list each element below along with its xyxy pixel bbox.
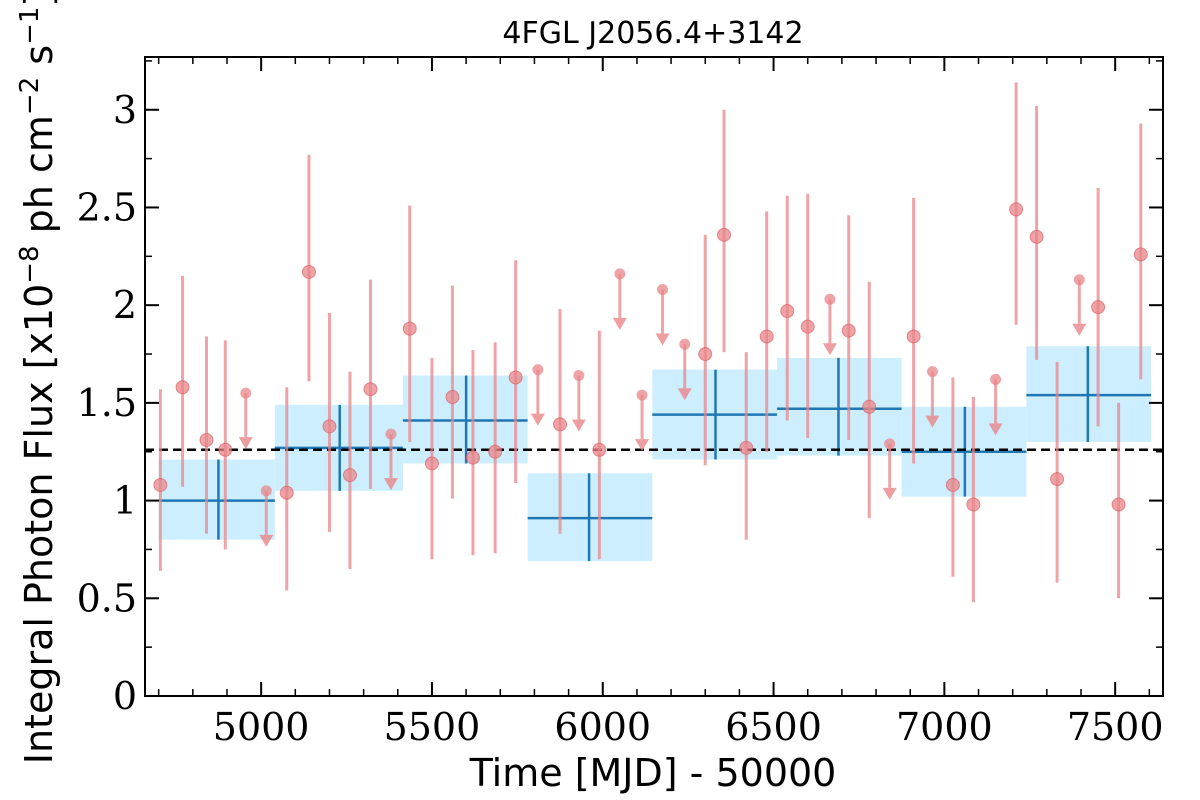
y-tick-label-5: 2.5 [77,185,137,229]
short-bin-point-30 [1050,472,1065,487]
x-tick-label-5: 7500 [1067,705,1164,749]
short-bin-point-24 [862,399,877,414]
short-bin-point-11 [445,390,460,405]
y-axis-label-part3: s [17,45,61,77]
x-tick-label-3: 6500 [725,705,822,749]
short-bin-point-25 [906,329,921,344]
short-bin-point-14 [508,370,523,385]
y-axis-label-end: ] [17,0,61,7]
short-bin-layer [153,82,1148,603]
upper-limit-arrow-3 [530,413,545,426]
upper-limit-cap-2 [385,428,397,440]
upper-limit-cap-4 [573,370,585,382]
short-bin-point-4 [279,485,294,500]
short-bin-point-6 [322,419,337,434]
y-axis-label-part2: ph cm [17,115,61,245]
upper-limit-arrow-10 [882,487,897,500]
short-bin-point-23 [841,323,856,338]
short-bin-point-7 [342,468,357,483]
short-bin-point-3 [218,442,233,457]
short-bin-point-10 [424,456,439,471]
short-bin-point-28 [1009,202,1024,217]
upper-limit-arrow-1 [259,534,274,547]
short-bin-point-17 [698,347,713,362]
upper-limit-arrow-7 [655,333,670,346]
upper-limit-cap-3 [532,364,544,376]
chart-title: 4FGL J2056.4+3142 [502,16,803,51]
upper-limit-arrow-8 [677,388,692,401]
short-bin-point-2 [199,433,214,448]
short-bin-point-0 [153,477,168,492]
plot-frame [144,56,1164,697]
short-bin-point-33 [1133,247,1148,262]
upper-limit-arrow-9 [822,343,837,356]
upper-limit-arrow-2 [383,478,398,491]
x-tick-label-2: 6000 [554,705,651,749]
short-bin-point-15 [553,417,568,432]
short-bin-point-12 [465,450,480,465]
y-tick-label-3: 1.5 [77,381,137,425]
y-axis-label-exp3: −1 [15,7,45,45]
short-bin-point-13 [488,444,503,459]
upper-limit-cap-10 [884,438,896,450]
upper-limit-cap-0 [240,387,252,399]
y-tick-label-4: 2 [113,283,137,327]
x-tick-label-0: 5000 [213,705,310,749]
y-axis-label: Integral Photon Flux [x10−8 ph cm−2 s−1] [15,0,61,764]
upper-limit-cap-9 [824,293,836,305]
short-bin-point-9 [402,321,417,336]
x-axis-label: Time [MJD] - 50000 [469,751,837,795]
y-tick-label-0: 0 [113,674,137,718]
short-bin-point-29 [1029,229,1044,244]
short-bin-point-8 [363,382,378,397]
x-tick-label-1: 5500 [384,705,481,749]
short-bin-point-19 [739,440,754,455]
short-bin-point-1 [175,380,190,395]
upper-limit-arrow-0 [238,437,253,450]
upper-limit-arrow-11 [925,415,940,428]
upper-limit-cap-11 [926,366,938,378]
upper-limit-arrow-6 [612,317,627,330]
upper-limit-arrow-12 [988,423,1003,436]
y-axis-label-exp2: −2 [15,77,45,115]
upper-limit-cap-8 [679,338,691,350]
short-bin-point-26 [945,477,960,492]
short-bin-point-31 [1091,300,1106,315]
tick-layer: 5000 5500 6000 6500 7000 7500 0 0.5 1 1.5 2 2.5 3 [77,57,1164,749]
upper-limit-cap-1 [260,485,272,497]
upper-limit-arrow-4 [571,419,586,432]
short-bin-point-18 [717,227,732,242]
y-tick-label-1: 0.5 [77,576,137,620]
upper-limit-cap-13 [1073,274,1085,286]
long-bin-layer [158,346,1152,562]
upper-limit-cap-5 [636,389,648,401]
short-bin-point-22 [800,319,815,334]
short-bin-point-21 [780,304,795,319]
y-axis-label-part1: Integral Photon Flux [x10 [17,284,61,765]
short-bin-point-5 [301,264,316,279]
y-tick-label-6: 3 [113,88,137,132]
upper-limit-cap-7 [657,284,669,296]
short-bin-point-32 [1111,497,1126,512]
x-tick-label-4: 7000 [896,705,993,749]
upper-limit-arrow-5 [635,439,650,452]
y-axis-label-exp1: −8 [15,245,45,283]
short-bin-point-27 [966,497,981,512]
short-bin-point-20 [759,329,774,344]
short-bin-point-16 [592,442,607,457]
plot-frame-layer [144,56,1164,697]
upper-limit-arrow-13 [1072,323,1087,336]
upper-limit-cap-12 [990,373,1002,385]
y-tick-label-2: 1 [113,479,137,523]
upper-limit-cap-6 [614,268,626,280]
